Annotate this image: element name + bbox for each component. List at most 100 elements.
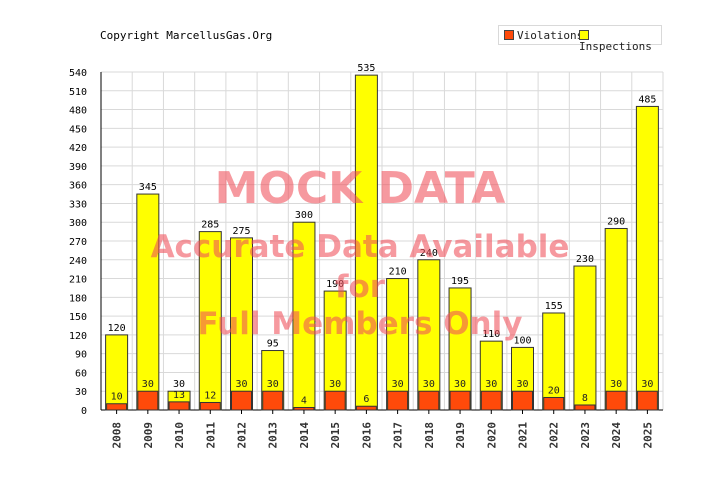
legend-inspections-label: Inspections (579, 40, 652, 53)
violations-data-label: 30 (485, 379, 497, 390)
violations-bar (605, 390, 627, 411)
violations-bar (480, 390, 502, 411)
inspections-data-label: 290 (607, 216, 625, 227)
violations-data-label: 30 (392, 379, 404, 390)
violations-data-label: 30 (516, 379, 528, 390)
violations-data-label: 30 (267, 379, 279, 390)
violations-data-label: 20 (548, 385, 560, 396)
violations-swatch-icon (504, 30, 514, 40)
violations-bar (355, 405, 377, 411)
x-tick-label: 2013 (267, 422, 280, 449)
legend-item-violations: Violations (504, 30, 583, 41)
inspections-data-label: 240 (420, 248, 438, 259)
y-tick-label: 90 (75, 350, 87, 361)
x-tick-label: 2019 (454, 422, 467, 449)
y-tick-label: 390 (69, 162, 87, 173)
violations-data-label: 30 (423, 379, 435, 390)
y-tick-label: 420 (69, 143, 87, 154)
legend-item-inspections: Inspections (579, 30, 661, 52)
inspections-data-label: 195 (451, 276, 469, 287)
violations-bar (543, 396, 565, 411)
violations-bar (512, 390, 533, 411)
y-tick-label: 510 (69, 87, 87, 98)
violations-data-label: 30 (610, 379, 622, 390)
violations-data-label: 30 (235, 379, 247, 390)
x-tick-label: 2015 (329, 422, 342, 449)
violations-bar (231, 390, 252, 411)
violations-data-label: 10 (111, 392, 123, 403)
inspections-data-label: 285 (201, 220, 219, 231)
y-tick-label: 330 (69, 199, 87, 210)
y-tick-label: 450 (69, 124, 87, 135)
inspections-data-label: 485 (638, 94, 656, 105)
x-tick-label: 2024 (610, 422, 623, 449)
x-tick-label: 2022 (548, 422, 561, 449)
legend-violations-label: Violations (517, 29, 584, 42)
violations-data-label: 30 (641, 379, 653, 390)
inspections-data-label: 230 (576, 254, 594, 265)
violations-bar (574, 404, 596, 411)
violations-bar (262, 390, 284, 411)
inspections-data-label: 155 (545, 301, 563, 312)
violations-bar (418, 390, 440, 411)
violations-data-label: 30 (454, 379, 466, 390)
violations-data-label: 30 (329, 379, 341, 390)
inspections-data-label: 275 (232, 226, 250, 237)
y-tick-label: 150 (69, 312, 87, 323)
violations-bar (106, 403, 128, 411)
violations-bar (137, 390, 159, 411)
y-tick-label: 180 (69, 293, 87, 304)
violations-data-label: 8 (582, 393, 588, 404)
violations-data-label: 4 (301, 395, 307, 406)
violations-bar (293, 406, 315, 411)
violations-bar (387, 390, 409, 411)
violations-data-label: 13 (173, 390, 185, 401)
x-tick-label: 2008 (111, 422, 124, 449)
copyright-text: Copyright MarcellusGas.Org (100, 29, 273, 42)
y-tick-label: 540 (69, 68, 87, 79)
y-tick-label: 360 (69, 181, 87, 192)
inspections-data-label: 100 (513, 335, 531, 346)
inspections-data-label: 190 (326, 279, 344, 290)
x-tick-label: 2009 (142, 422, 155, 449)
inspections-data-label: 120 (108, 323, 126, 334)
x-tick-label: 2025 (641, 422, 654, 449)
x-tick-label: 2018 (423, 422, 436, 449)
violations-bar (168, 401, 190, 411)
y-tick-label: 210 (69, 275, 87, 286)
y-tick-label: 30 (75, 387, 87, 398)
y-tick-label: 240 (69, 256, 87, 267)
violations-data-label: 12 (204, 390, 216, 401)
x-tick-label: 2016 (360, 422, 373, 449)
x-tick-label: 2014 (298, 422, 311, 449)
y-tick-label: 120 (69, 331, 87, 342)
violations-bar (636, 390, 658, 411)
watermark-for: for (334, 269, 386, 305)
inspections-data-label: 30 (173, 379, 185, 390)
y-tick-label: 0 (81, 406, 87, 417)
violations-bar (199, 401, 221, 411)
inspections-data-label: 210 (389, 267, 407, 278)
inspections-data-label: 95 (267, 339, 279, 350)
x-tick-label: 2011 (204, 422, 217, 449)
y-tick-label: 60 (75, 368, 87, 379)
chart-legend: Violations Inspections (498, 25, 662, 52)
x-tick-label: 2023 (579, 422, 592, 449)
inspections-data-label: 345 (139, 182, 157, 193)
inspections-data-label: 300 (295, 210, 313, 221)
x-tick-label: 2020 (485, 422, 498, 449)
y-tick-label: 300 (69, 218, 87, 229)
violations-data-label: 30 (142, 379, 154, 390)
y-tick-label: 270 (69, 237, 87, 248)
x-tick-label: 2017 (392, 422, 405, 449)
x-tick-label: 2010 (173, 422, 186, 449)
x-tick-label: 2012 (236, 422, 249, 449)
watermark-accurate-data: Accurate Data Available (150, 229, 570, 265)
y-tick-label: 480 (69, 106, 87, 117)
watermark-mock-data: MOCK DATA (214, 163, 506, 214)
inspections-data-label: 535 (357, 63, 375, 74)
inspections-swatch-icon (579, 30, 589, 40)
inspections-data-label: 110 (482, 329, 500, 340)
violations-bar (449, 390, 471, 411)
